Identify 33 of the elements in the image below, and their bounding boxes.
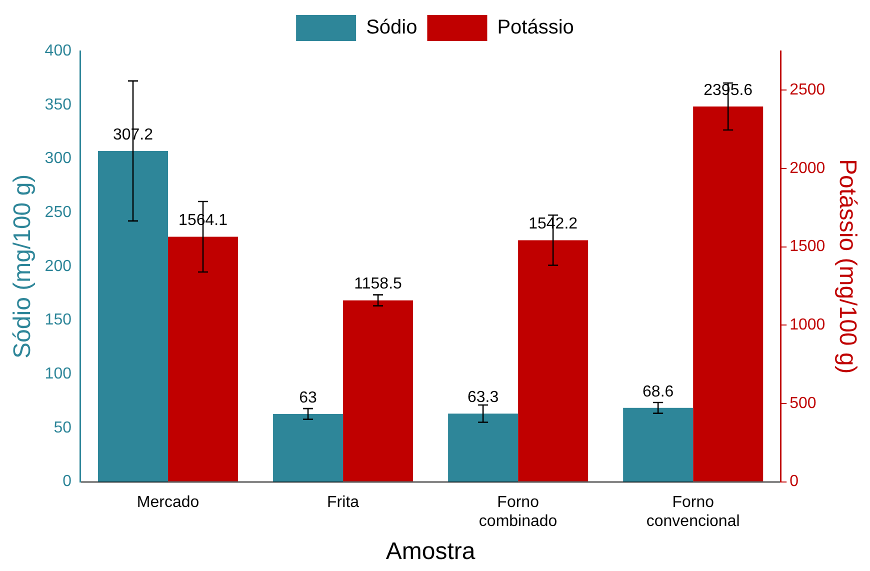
y-tick-label: 0 [62, 473, 72, 490]
y-axis-title: Sódio (mg/100 g) [9, 174, 36, 358]
y-tick-label: 100 [44, 366, 72, 383]
data-label: 63.3 [467, 389, 499, 406]
x-tick-label: Mercado [136, 494, 200, 511]
x-tick-label: Forno combinado [478, 494, 558, 530]
y2-tick-label: 2000 [790, 160, 826, 177]
y-tick-label: 350 [44, 96, 72, 114]
data-label: 1158.5 [354, 276, 402, 293]
y-tick-label: 200 [44, 258, 72, 275]
y2-tick-label: 1500 [790, 238, 826, 256]
bar [448, 414, 518, 482]
y2-tick-label: 2500 [790, 82, 826, 99]
x-tick-label: Forno convencional [646, 494, 740, 530]
y-tick-label: 50 [54, 419, 72, 436]
bar [693, 106, 764, 482]
legend-label: Sódio [366, 16, 418, 39]
y-tick-label: 250 [44, 204, 72, 221]
y-tick-label: 150 [44, 312, 72, 329]
bar [623, 408, 694, 482]
bar [518, 240, 588, 482]
y2-axis-title: Potássio (mg/100 g) [834, 159, 861, 374]
y-tick-label: 300 [44, 150, 72, 168]
x-tick-label: Frita [327, 494, 360, 511]
data-label: 68.6 [642, 383, 674, 400]
bar [343, 300, 414, 482]
y-tick-label: 400 [44, 42, 72, 60]
legend-label: Potássio [497, 16, 574, 39]
y2-tick-label: 500 [790, 394, 816, 412]
data-label: 63 [299, 389, 318, 406]
y2-tick-label: 0 [790, 473, 799, 490]
x-axis-title: Amostra [386, 538, 476, 566]
y2-tick-label: 1000 [790, 316, 826, 334]
